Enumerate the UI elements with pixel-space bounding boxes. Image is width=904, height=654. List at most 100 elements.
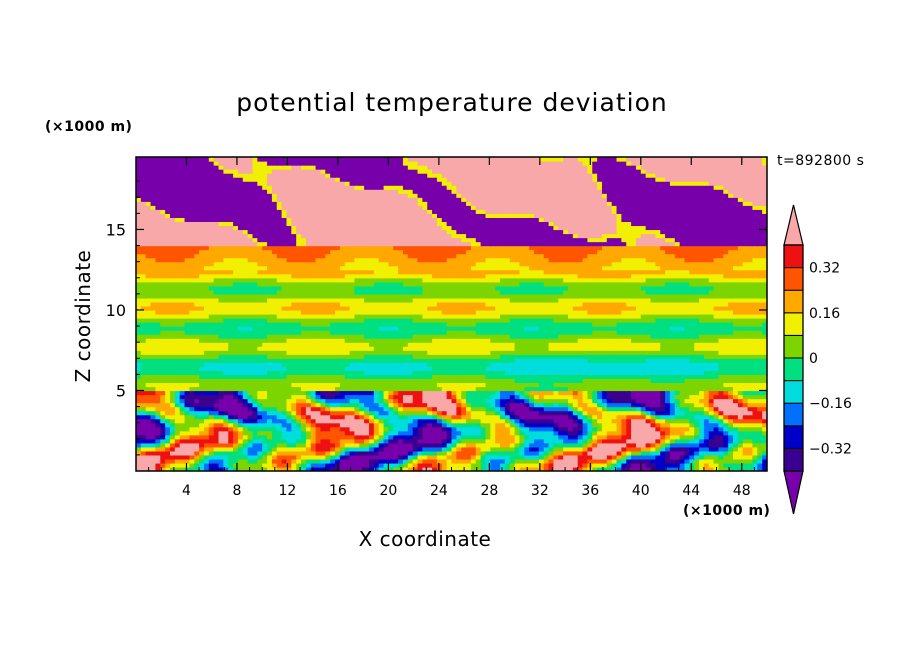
field-cell (271, 314, 278, 319)
field-cell (606, 454, 613, 460)
field-cell (184, 382, 190, 388)
field-cell (208, 402, 215, 408)
field-cell (718, 378, 724, 384)
field-cell (567, 466, 574, 471)
field-cell (558, 350, 564, 355)
field-cell (616, 350, 622, 355)
field-cell (344, 342, 351, 347)
field-cell (621, 382, 627, 388)
field-cell (699, 382, 705, 388)
field-cell (286, 402, 292, 408)
field-cell (252, 330, 258, 335)
field-cell (660, 462, 666, 468)
field-cell (500, 458, 506, 464)
field-cell (267, 438, 273, 444)
field-cell (631, 458, 637, 464)
field-cell (601, 466, 608, 471)
field-cell (495, 326, 501, 331)
field-cell (723, 354, 729, 359)
field-cell (713, 446, 720, 452)
field-cell (611, 338, 618, 343)
field-cell (378, 394, 385, 400)
field-cell (242, 382, 249, 388)
field-cell (281, 326, 288, 331)
field-cell (631, 374, 637, 380)
field-cell (723, 322, 729, 327)
field-cell (373, 430, 380, 436)
field-cell (509, 418, 516, 424)
field-cell (684, 418, 690, 424)
field-cell (305, 354, 312, 359)
field-cell (237, 366, 244, 371)
field-cell (597, 362, 603, 367)
field-cell (592, 390, 598, 396)
field-cell (368, 314, 375, 319)
field-cell (495, 406, 501, 412)
field-cell (626, 438, 632, 444)
field-cell (402, 350, 409, 355)
field-cell (470, 426, 477, 432)
field-cell (412, 378, 419, 384)
field-cell (199, 442, 205, 448)
field-cell (626, 334, 632, 339)
field-cell (708, 362, 715, 367)
field-cell (514, 346, 521, 351)
field-cell (757, 350, 763, 355)
field-cell (655, 410, 661, 416)
field-cell (436, 326, 443, 331)
field-cell (417, 346, 423, 351)
field-cell (699, 462, 705, 468)
field-cell (165, 362, 171, 367)
field-cell (553, 414, 559, 420)
field-cell (553, 434, 559, 440)
field-cell (218, 414, 224, 420)
field-cell (665, 358, 671, 363)
field-cell (733, 330, 739, 335)
field-cell (427, 362, 433, 367)
field-cell (684, 462, 690, 468)
field-cell (218, 362, 224, 367)
field-cell (257, 346, 263, 351)
field-cell (446, 462, 453, 468)
field-cell (194, 406, 200, 412)
field-cell (543, 346, 550, 351)
field-cell (606, 430, 613, 436)
field-cell (310, 394, 317, 400)
field-cell (655, 430, 661, 436)
field-cell (597, 398, 603, 404)
field-cell (475, 466, 482, 471)
field-cell (451, 354, 457, 359)
field-cell (674, 466, 681, 471)
field-cell (752, 334, 758, 339)
field-cell (621, 318, 627, 323)
field-cell (655, 406, 661, 412)
field-cell (145, 370, 152, 375)
field-cell (276, 318, 283, 323)
field-cell (655, 450, 661, 456)
field-cell (742, 362, 749, 367)
field-cell (427, 458, 433, 464)
field-cell (446, 338, 453, 343)
field-cell (718, 410, 724, 416)
field-cell (509, 322, 516, 327)
field-cell (199, 422, 205, 428)
field-cell (514, 438, 521, 444)
field-cell (504, 330, 511, 335)
field-cell (640, 462, 647, 468)
field-cell (548, 430, 555, 436)
field-cell (587, 446, 593, 452)
field-cell (320, 418, 326, 424)
field-cell (718, 438, 724, 444)
field-cell (257, 350, 263, 355)
field-cell (587, 410, 593, 416)
field-cell (699, 426, 705, 432)
field-cell (534, 382, 540, 388)
field-cell (529, 334, 535, 339)
field-cell (441, 446, 448, 452)
field-cell (466, 350, 472, 355)
field-cell (587, 370, 593, 375)
field-cell (427, 318, 433, 323)
field-cell (247, 386, 254, 392)
field-cell (441, 354, 448, 359)
field-cell (354, 342, 360, 347)
